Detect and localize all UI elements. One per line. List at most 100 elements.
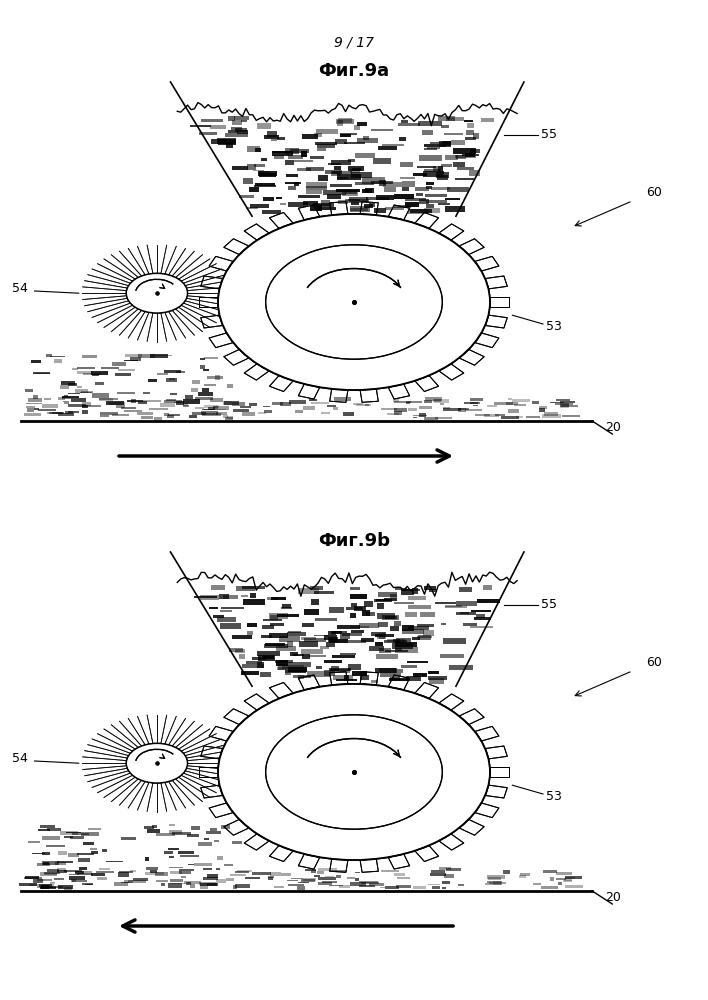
Bar [67,832,81,833]
Bar [226,878,234,881]
Bar [371,129,392,131]
Bar [380,408,396,410]
Bar [542,414,561,418]
Bar [302,623,314,627]
Bar [247,164,256,170]
Bar [506,402,518,405]
Bar [445,206,465,212]
Bar [46,354,52,357]
Bar [439,141,451,147]
Bar [409,626,429,630]
Bar [220,623,241,629]
Bar [272,151,292,153]
Bar [483,585,492,590]
Bar [539,406,547,409]
Bar [457,408,467,412]
Bar [324,670,336,676]
Bar [265,643,285,646]
Bar [200,358,205,360]
Bar [28,398,42,402]
Bar [384,598,397,601]
Bar [207,407,215,410]
Bar [93,374,99,376]
Bar [263,197,274,201]
Bar [321,412,330,414]
Bar [282,665,304,669]
Bar [47,412,62,414]
Bar [329,631,336,635]
Bar [38,829,50,831]
Bar [235,649,244,653]
Bar [356,404,371,406]
Bar [394,408,407,412]
Bar [127,880,146,883]
Bar [33,879,43,883]
Bar [381,870,399,872]
Bar [334,397,351,401]
Bar [329,607,344,613]
Bar [338,118,352,123]
Bar [145,872,164,875]
Bar [316,129,338,134]
Bar [338,174,361,180]
Text: Фиг.9а: Фиг.9а [319,62,389,80]
Bar [294,182,299,186]
Bar [179,871,190,874]
Bar [68,404,86,407]
Bar [360,675,370,680]
Bar [315,142,337,145]
Bar [50,882,55,884]
Bar [95,382,104,385]
Bar [365,197,389,200]
Bar [137,412,154,415]
Bar [439,867,451,870]
Text: 20: 20 [605,421,622,434]
Bar [544,412,558,416]
Bar [169,378,176,380]
Bar [75,871,92,873]
Text: 60: 60 [646,186,662,198]
Bar [287,641,292,647]
Bar [72,880,86,882]
Bar [267,131,277,137]
Bar [384,616,396,619]
Bar [330,184,352,187]
Bar [42,861,59,865]
Bar [508,398,513,400]
Bar [400,177,415,179]
Bar [47,869,59,872]
Bar [304,609,319,615]
Bar [227,416,233,419]
Bar [377,603,384,609]
Bar [371,680,379,683]
Bar [331,631,342,634]
Bar [346,199,369,203]
Bar [413,173,427,176]
Bar [520,873,530,876]
Bar [213,615,224,618]
Bar [195,407,204,409]
Bar [319,877,336,880]
Bar [181,876,186,878]
Bar [424,169,440,172]
Bar [396,877,411,879]
Bar [78,858,90,862]
Bar [426,186,432,189]
Bar [234,128,247,132]
Bar [125,354,142,357]
Bar [194,596,217,598]
Bar [350,208,368,211]
Bar [164,370,181,373]
Bar [487,881,502,883]
Bar [285,673,291,675]
Bar [64,411,73,414]
Bar [532,401,539,404]
Bar [475,414,490,416]
Bar [451,140,464,145]
Bar [435,172,449,178]
Bar [192,380,200,384]
Text: 60: 60 [646,656,662,668]
Bar [401,120,408,123]
Bar [314,591,334,594]
Bar [365,188,374,193]
